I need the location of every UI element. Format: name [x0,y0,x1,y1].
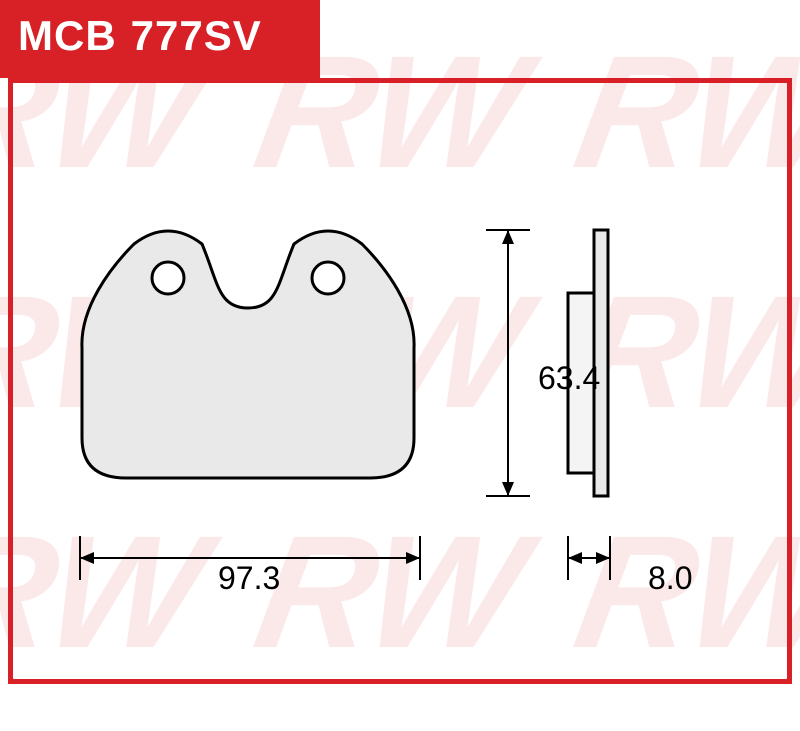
part-code-number: 777SV [131,12,262,60]
part-code-prefix: MCB [18,12,117,60]
dimension-thickness-label: 8.0 [648,560,692,597]
dimension-width-label: 97.3 [218,560,280,597]
part-number-tab: MCB 777SV [0,0,320,78]
spec-card: RWRWRWRWRWRWRWRWRW MCB 777SV 97.3 63.4 8… [0,0,800,731]
dimension-height-label: 63.4 [538,360,600,397]
